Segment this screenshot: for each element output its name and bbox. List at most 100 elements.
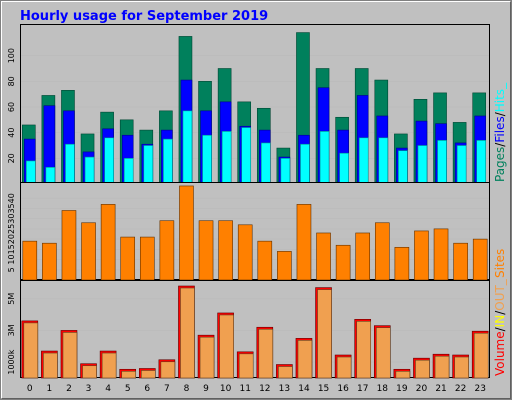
bar-hits-0 (25, 160, 36, 185)
bar-hits-8 (182, 110, 193, 185)
x-tick-label-10: 10 (220, 384, 232, 394)
bar-hits-7 (163, 138, 173, 185)
panel-label-part: Files (493, 116, 507, 142)
panel-label-part: Sites (493, 249, 507, 278)
bar-volume-out-21 (434, 355, 450, 379)
bar-volume-out-19 (395, 370, 411, 379)
panel-label-part: OUT (493, 285, 507, 311)
bar-hits-10 (221, 131, 232, 185)
bar-volume-out-4 (101, 352, 117, 379)
bar-sites-17 (355, 232, 371, 281)
bar-sites-11 (237, 224, 253, 281)
bar-volume-out-2 (62, 332, 78, 379)
y-tick-label-volume: 1000k (7, 349, 16, 374)
bar-hits-14 (300, 143, 310, 185)
panel-label-part: _ (493, 82, 507, 90)
panel-label-part: / (493, 326, 507, 331)
bar-volume-out-9 (199, 336, 215, 379)
bar-sites-1 (42, 242, 57, 281)
panel-label-part: Pages (493, 147, 507, 182)
x-tick-label-7: 7 (164, 384, 170, 394)
panel-label-sites: Sites (493, 249, 507, 278)
bar-sites-3 (81, 222, 96, 281)
bar-volume-out-3 (82, 365, 97, 379)
bevel-highlight (1, 1, 511, 399)
bar-hits-6 (143, 145, 154, 185)
bar-volume-out-13 (278, 366, 293, 379)
y-tick-label-sites: 30 (7, 214, 16, 224)
bar-volume-out-1 (43, 352, 58, 379)
bar-hits-23 (476, 140, 487, 185)
bar-sites-22 (453, 242, 468, 281)
y-tick-label-sites: 25 (7, 224, 16, 234)
panel-label-part: Volume (493, 331, 507, 376)
bar-hits-1 (45, 167, 56, 185)
bar-hits-22 (456, 145, 467, 185)
panel-label-part: / (493, 310, 507, 315)
y-tick-label-pages-files-hits: 20 (7, 153, 16, 163)
bar-sites-14 (296, 204, 312, 281)
y-tick-label-volume: 5M (7, 293, 16, 305)
bar-sites-9 (198, 220, 214, 281)
bar-hits-13 (280, 158, 291, 185)
y-tick-label-sites: 40 (7, 193, 16, 203)
chart-title: Hourly usage for September 2019 (20, 9, 268, 24)
bar-sites-13 (277, 251, 292, 281)
bar-volume-out-5 (121, 370, 137, 379)
bar-sites-15 (316, 232, 331, 281)
bevel-shadow (1, 1, 511, 399)
x-tick-label-17: 17 (357, 384, 368, 394)
y-tick-label-pages-files-hits: 60 (7, 102, 16, 112)
bar-sites-7 (159, 220, 175, 281)
bar-hits-3 (84, 156, 95, 185)
bar-hits-21 (437, 140, 447, 185)
bar-sites-6 (139, 236, 155, 281)
x-tick-label-15: 15 (318, 384, 329, 394)
bar-sites-20 (414, 230, 429, 281)
bar-volume-out-12 (258, 328, 274, 379)
y-tick-label-sites: 20 (7, 234, 16, 244)
panel-label-part: / (493, 142, 507, 147)
bar-volume-out-22 (454, 356, 469, 379)
y-tick-label-sites: 15 (7, 244, 16, 254)
bar-sites-5 (120, 236, 136, 281)
y-tick-label-sites: 5 (7, 267, 16, 272)
x-tick-label-14: 14 (298, 384, 310, 394)
y-tick-label-pages-files-hits: 40 (7, 128, 16, 138)
bar-volume-out-7 (160, 361, 176, 379)
bar-sites-12 (257, 240, 273, 281)
x-tick-label-1: 1 (47, 384, 53, 394)
panel-label-part: _ (493, 278, 507, 286)
x-tick-label-11: 11 (239, 384, 250, 394)
x-tick-label-5: 5 (125, 384, 131, 394)
x-tick-label-13: 13 (279, 384, 290, 394)
x-tick-label-21: 21 (435, 384, 446, 394)
bar-hits-5 (123, 158, 134, 185)
x-tick-label-4: 4 (105, 384, 111, 394)
x-tick-label-0: 0 (27, 384, 33, 394)
bar-sites-16 (335, 244, 351, 281)
bar-volume-out-8 (180, 287, 195, 379)
panel-label-part: / (493, 111, 507, 116)
bar-hits-9 (202, 134, 212, 185)
panel-label-part: Hits (493, 89, 507, 112)
x-tick-label-19: 19 (396, 384, 408, 394)
bar-volume-out-23 (473, 332, 489, 379)
plot-frame-volume (20, 280, 490, 378)
x-tick-label-20: 20 (416, 384, 428, 394)
y-tick-label-pages-files-hits: 80 (7, 76, 16, 86)
y-tick-label-volume: 3M (7, 324, 16, 336)
bar-sites-8 (179, 185, 194, 281)
bar-sites-21 (433, 228, 449, 281)
bar-sites-4 (100, 204, 116, 281)
x-tick-label-2: 2 (66, 384, 72, 394)
bar-hits-15 (319, 131, 330, 185)
bar-volume-out-18 (375, 327, 391, 379)
bar-hits-11 (241, 127, 252, 185)
x-tick-label-3: 3 (86, 384, 92, 394)
bar-hits-2 (65, 143, 75, 185)
bar-volume-out-20 (415, 359, 430, 379)
bar-hits-19 (398, 150, 408, 185)
